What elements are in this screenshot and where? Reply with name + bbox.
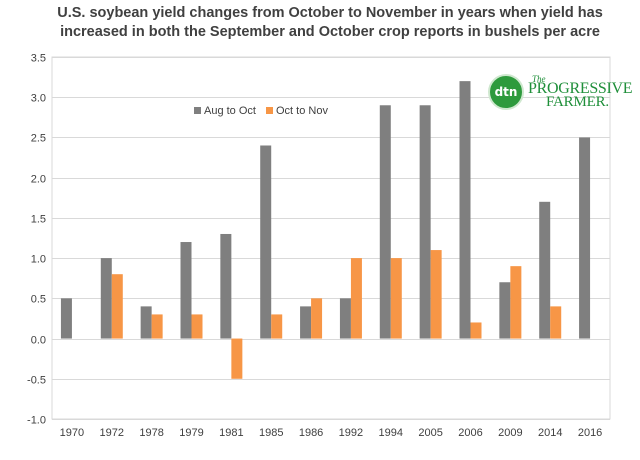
chart-title-line-2: increased in both the September and Octo…	[60, 24, 600, 40]
x-tick-label: 2014	[538, 427, 562, 439]
bar-aug-to-oct-1986	[300, 306, 312, 339]
x-tick-label: 1979	[179, 427, 203, 439]
x-tick-label: 2005	[418, 427, 442, 439]
bar-oct-to-nov-2014	[550, 306, 562, 339]
chart-title: U.S. soybean yield changes from October …	[40, 4, 620, 42]
bar-oct-to-nov-1992	[350, 258, 362, 339]
x-tick-label: 1985	[259, 427, 283, 439]
bar-oct-to-nov-2005	[430, 250, 442, 339]
y-tick-label: -0.5	[27, 375, 46, 387]
bar-oct-to-nov-2009	[510, 266, 522, 339]
bar-aug-to-oct-2016	[579, 137, 591, 339]
bar-aug-to-oct-2009	[499, 282, 511, 339]
x-tick-label: 1994	[379, 427, 403, 439]
x-tick-label: 1978	[139, 427, 163, 439]
x-tick-label: 2006	[458, 427, 482, 439]
legend-label: Aug to Oct	[204, 105, 256, 117]
y-tick-label: 0.5	[31, 294, 46, 306]
bar-aug-to-oct-2005	[419, 105, 431, 339]
bar-aug-to-oct-2014	[539, 201, 551, 339]
bar-aug-to-oct-2006	[459, 81, 471, 339]
bar-oct-to-nov-2006	[470, 322, 482, 339]
x-tick-label: 2016	[578, 427, 602, 439]
legend-swatch	[194, 107, 201, 114]
bar-aug-to-oct-1970	[60, 298, 72, 339]
x-tick-label: 1970	[60, 427, 84, 439]
bar-aug-to-oct-1981	[220, 233, 232, 339]
x-tick-label: 1992	[339, 427, 363, 439]
chart-title-line-1: U.S. soybean yield changes from October …	[57, 5, 603, 21]
logo-the: The	[532, 74, 546, 84]
bar-oct-to-nov-1972	[111, 274, 123, 339]
bar-aug-to-oct-1994	[379, 105, 391, 339]
y-tick-label: 2.0	[31, 174, 46, 186]
y-tick-label: 3.0	[31, 93, 46, 105]
bar-oct-to-nov-1979	[191, 314, 203, 339]
logo-line-2: FARMER.	[546, 94, 609, 110]
bar-oct-to-nov-1981	[231, 338, 243, 379]
bar-aug-to-oct-1979	[180, 242, 192, 339]
bar-aug-to-oct-1972	[100, 258, 112, 339]
x-tick-label: 2009	[498, 427, 522, 439]
x-tick-label: 1981	[219, 427, 243, 439]
legend-swatch	[266, 107, 273, 114]
y-tick-label: 1.0	[31, 254, 46, 266]
x-tick-label: 1972	[100, 427, 124, 439]
bar-aug-to-oct-1985	[260, 145, 272, 339]
legend-label: Oct to Nov	[276, 105, 328, 117]
bar-oct-to-nov-1994	[390, 258, 402, 339]
bar-aug-to-oct-1978	[140, 306, 152, 339]
logo-badge: dtn	[488, 74, 524, 110]
bar-oct-to-nov-1978	[151, 314, 163, 339]
y-tick-label: 2.5	[31, 133, 46, 145]
bar-oct-to-nov-1985	[271, 314, 283, 339]
y-tick-label: -1.0	[27, 415, 46, 427]
y-tick-label: 3.5	[31, 53, 46, 65]
x-tick-label: 1986	[299, 427, 323, 439]
y-tick-label: 0.0	[31, 335, 46, 347]
bar-oct-to-nov-1986	[311, 298, 323, 339]
bar-aug-to-oct-1992	[339, 298, 351, 339]
dtn-progressive-farmer-logo: dtn The PROGRESSIVE FARMER.	[488, 74, 633, 114]
y-tick-label: 1.5	[31, 214, 46, 226]
logo-line-1: PROGRESSIVE	[528, 80, 633, 97]
